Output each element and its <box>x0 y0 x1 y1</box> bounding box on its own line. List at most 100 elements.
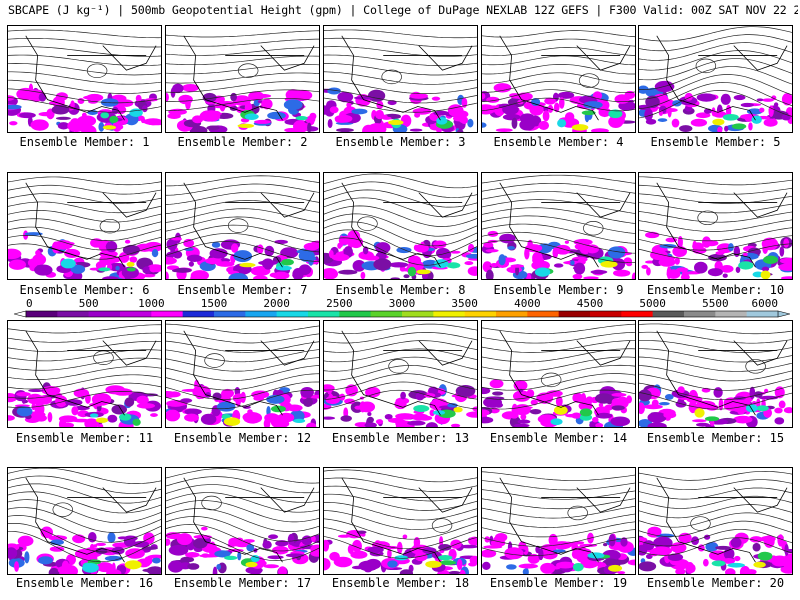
ensemble-member-map <box>638 320 793 428</box>
colorbar-segment <box>120 311 152 317</box>
cape-map-icon <box>324 29 477 132</box>
colorbar-segment <box>496 311 528 317</box>
ensemble-member-label: Ensemble Member: 19 <box>489 576 628 590</box>
cape-map-icon <box>639 323 792 427</box>
ensemble-member-label: Ensemble Member: 8 <box>335 283 466 297</box>
ensemble-member-label: Ensemble Member: 20 <box>646 576 785 590</box>
ensemble-member-label: Ensemble Member: 2 <box>177 135 308 149</box>
colorbar-tick-label: 3500 <box>451 297 478 310</box>
colorbar-segment <box>527 311 559 317</box>
cape-map-icon <box>639 470 792 574</box>
ensemble-member-label: Ensemble Member: 16 <box>15 576 154 590</box>
ensemble-member-label: Ensemble Member: 9 <box>493 283 624 297</box>
cape-map-icon <box>166 30 319 132</box>
ensemble-member-label: Ensemble Member: 14 <box>489 431 628 445</box>
cape-map-icon <box>482 471 635 574</box>
ensemble-member-map <box>638 172 793 280</box>
colorbar-tick-label: 2000 <box>263 297 290 310</box>
colorbar-tick-label: 5500 <box>702 297 729 310</box>
cape-map-icon <box>166 468 319 574</box>
colorbar-segment <box>26 311 58 317</box>
ensemble-member-map <box>481 467 636 575</box>
ensemble-member-map <box>323 320 478 428</box>
cape-map-icon <box>8 176 161 279</box>
ensemble-member-map <box>7 320 162 428</box>
colorbar-segment <box>402 311 434 317</box>
colorbar-low-arrow <box>14 310 27 318</box>
ensemble-member-map <box>165 172 320 280</box>
ensemble-member-map <box>165 467 320 575</box>
ensemble-member-label: Ensemble Member: 12 <box>173 431 312 445</box>
cape-map-icon <box>8 29 161 132</box>
colorbar-tick-label: 6000 <box>752 297 779 310</box>
ensemble-member-label: Ensemble Member: 18 <box>331 576 470 590</box>
ensemble-member-label: Ensemble Member: 1 <box>19 135 150 149</box>
ensemble-member-map <box>481 320 636 428</box>
cape-map-icon <box>482 323 635 427</box>
ensemble-member-label: Ensemble Member: 13 <box>331 431 470 445</box>
colorbar-segment <box>308 311 340 317</box>
colorbar-segment <box>245 311 277 317</box>
cape-map-icon <box>8 324 161 427</box>
colorbar-tick-label: 1000 <box>138 297 165 310</box>
colorbar-tick-label: 3000 <box>389 297 416 310</box>
cape-map-icon <box>8 468 161 574</box>
colorbar-segment <box>684 311 716 317</box>
ensemble-member-map <box>323 467 478 575</box>
colorbar-segment <box>464 311 497 317</box>
colorbar-tick-label: 2500 <box>326 297 353 310</box>
colorbar-segment <box>276 311 309 317</box>
ensemble-member-map <box>481 25 636 133</box>
ensemble-member-label: Ensemble Member: 15 <box>646 431 785 445</box>
colorbar-segment <box>621 311 653 317</box>
cape-map-icon <box>324 173 477 279</box>
cape-map-icon <box>639 176 792 279</box>
cape-colorbar: 0 500 1000 1500 2000 2500 3000 3500 4000 4500 5000… <box>14 297 790 318</box>
cape-map-icon <box>639 26 792 132</box>
ensemble-member-map <box>165 25 320 133</box>
cape-map-icon <box>324 323 477 427</box>
ensemble-member-label: Ensemble Member: 4 <box>493 135 624 149</box>
colorbar-segment <box>214 311 246 317</box>
colorbar-tick-label: 4500 <box>577 297 604 310</box>
colorbar-segment <box>433 311 465 317</box>
ensemble-member-map <box>638 25 793 133</box>
ensemble-member-label: Ensemble Member: 11 <box>15 431 154 445</box>
ensemble-member-map <box>7 25 162 133</box>
colorbar-high-arrow <box>777 310 790 318</box>
ensemble-member-map <box>165 320 320 428</box>
colorbar-segment <box>182 311 215 317</box>
colorbar-segment <box>715 311 747 317</box>
ensemble-member-map <box>323 172 478 280</box>
ensemble-member-label: Ensemble Member: 17 <box>173 576 312 590</box>
cape-map-icon <box>482 30 635 132</box>
colorbar-segment <box>339 311 371 317</box>
colorbar-segment <box>57 311 89 317</box>
colorbar-segment <box>746 311 779 317</box>
map-title: SBCAPE (J kg⁻¹) | 500mb Geopotential Hei… <box>8 3 798 17</box>
cape-map-icon <box>482 174 635 279</box>
ensemble-member-label: Ensemble Member: 3 <box>335 135 466 149</box>
ensemble-member-map <box>7 172 162 280</box>
ensemble-member-map <box>481 172 636 280</box>
colorbar-tick-label: 0 <box>26 297 33 310</box>
ensemble-member-map <box>638 467 793 575</box>
colorbar-tick-label: 1500 <box>201 297 228 310</box>
colorbar-segment <box>590 311 622 317</box>
ensemble-member-map <box>7 467 162 575</box>
colorbar-segment <box>370 311 403 317</box>
ensemble-member-label: Ensemble Member: 7 <box>177 283 308 297</box>
cape-map-icon <box>166 175 319 279</box>
ensemble-member-label: Ensemble Member: 6 <box>19 283 150 297</box>
colorbar-segment <box>558 311 591 317</box>
colorbar-segment <box>652 311 685 317</box>
cape-map-icon <box>166 323 319 427</box>
ensemble-member-label: Ensemble Member: 10 <box>646 283 785 297</box>
colorbar-segment <box>151 311 183 317</box>
colorbar-tick-label: 4000 <box>514 297 541 310</box>
ensemble-member-map <box>323 25 478 133</box>
cape-map-icon <box>324 469 477 574</box>
colorbar-segment <box>88 311 121 317</box>
ensemble-member-label: Ensemble Member: 5 <box>650 135 781 149</box>
colorbar-tick-label: 5000 <box>639 297 666 310</box>
